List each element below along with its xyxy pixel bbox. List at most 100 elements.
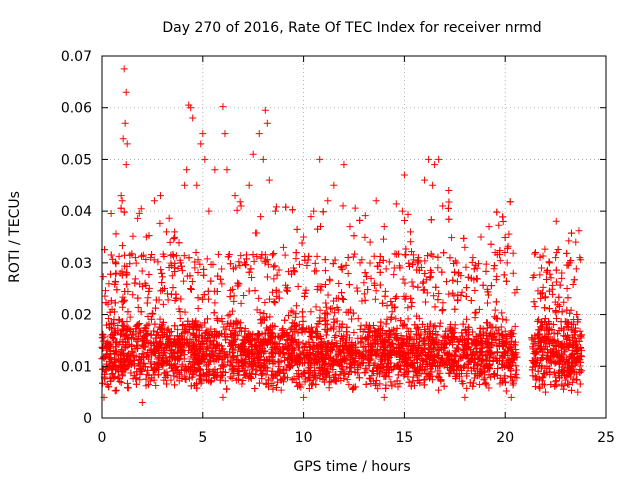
data-point: [576, 352, 584, 360]
data-point: [118, 303, 126, 311]
data-point: [360, 279, 368, 287]
data-point: [357, 322, 365, 330]
data-point: [430, 346, 438, 354]
data-point: [157, 325, 165, 333]
data-point: [361, 368, 369, 376]
data-point: [312, 328, 320, 336]
data-point: [126, 260, 134, 268]
data-point: [393, 324, 401, 332]
data-point: [333, 303, 341, 311]
data-point: [180, 252, 188, 260]
data-point: [123, 379, 131, 387]
data-point: [312, 303, 320, 311]
data-point: [159, 354, 167, 362]
data-point: [176, 307, 184, 315]
data-point: [493, 348, 501, 356]
data-point: [513, 286, 521, 294]
data-point: [563, 306, 571, 314]
data-point: [171, 267, 179, 275]
data-point: [435, 386, 443, 394]
data-point: [532, 376, 540, 384]
data-point: [173, 363, 181, 371]
data-point: [292, 255, 300, 263]
data-point: [424, 252, 432, 260]
data-point: [342, 354, 350, 362]
data-point: [178, 360, 186, 368]
data-point: [413, 325, 421, 333]
data-point: [185, 358, 193, 366]
data-point: [486, 354, 494, 362]
data-point: [106, 324, 114, 332]
data-point: [168, 272, 176, 280]
data-point: [111, 278, 119, 286]
data-point: [576, 380, 584, 388]
data-point: [293, 225, 301, 233]
data-point: [216, 376, 224, 384]
data-point: [101, 292, 109, 300]
data-point: [552, 278, 560, 286]
data-point: [295, 366, 303, 374]
data-point: [230, 292, 238, 300]
data-point: [173, 373, 181, 381]
data-point: [298, 239, 306, 247]
data-point: [163, 326, 171, 334]
data-point: [422, 298, 430, 306]
data-point: [129, 291, 137, 299]
data-point: [260, 310, 268, 318]
data-point: [429, 345, 437, 353]
data-point: [104, 315, 112, 323]
data-point: [501, 249, 509, 257]
data-point: [392, 293, 400, 301]
data-point: [472, 333, 480, 341]
data-point: [552, 307, 560, 315]
data-point: [301, 369, 309, 377]
data-point: [366, 259, 374, 267]
data-point: [197, 365, 205, 373]
data-point: [552, 266, 560, 274]
data-point: [126, 313, 134, 321]
data-point: [204, 295, 212, 303]
data-point: [338, 295, 346, 303]
data-point: [462, 345, 470, 353]
data-point: [481, 374, 489, 382]
data-point: [117, 379, 125, 387]
data-point: [548, 281, 556, 289]
data-point: [405, 259, 413, 267]
data-point: [156, 219, 164, 227]
data-point: [257, 254, 265, 262]
data-point: [150, 256, 158, 264]
data-point: [496, 257, 504, 265]
data-point: [327, 344, 335, 352]
data-point: [194, 268, 202, 276]
data-point: [270, 250, 278, 258]
data-point: [137, 308, 145, 316]
data-point: [343, 376, 351, 384]
data-point: [552, 217, 560, 225]
data-point: [496, 374, 504, 382]
data-point: [529, 274, 537, 282]
data-point: [410, 363, 418, 371]
data-point: [152, 304, 160, 312]
data-point: [505, 230, 513, 238]
data-point: [268, 371, 276, 379]
data-point: [467, 296, 475, 304]
data-point: [457, 291, 465, 299]
data-point: [531, 372, 539, 380]
data-point: [242, 371, 250, 379]
data-point: [116, 316, 124, 324]
data-point: [322, 303, 330, 311]
data-point: [552, 373, 560, 381]
data-point: [138, 367, 146, 375]
data-point: [440, 249, 448, 257]
data-point: [235, 375, 243, 383]
data-point: [498, 309, 506, 317]
data-point: [160, 253, 168, 261]
data-point: [383, 360, 391, 368]
data-point: [297, 383, 305, 391]
data-point: [335, 280, 343, 288]
data-point: [351, 204, 359, 212]
data-point: [501, 233, 509, 241]
data-point: [345, 281, 353, 289]
data-point: [181, 308, 189, 316]
data-point: [165, 214, 173, 222]
